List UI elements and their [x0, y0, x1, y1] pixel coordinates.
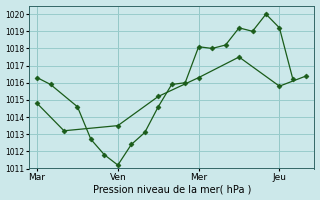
X-axis label: Pression niveau de la mer( hPa ): Pression niveau de la mer( hPa ) [92, 184, 251, 194]
